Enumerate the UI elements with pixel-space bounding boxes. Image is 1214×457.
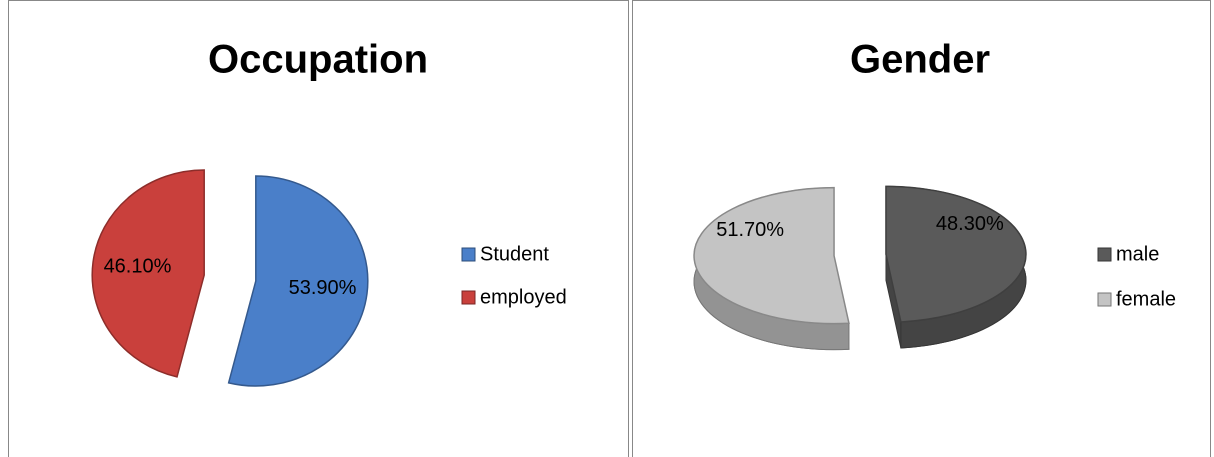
data-label: 48.30% xyxy=(936,213,1004,235)
slice xyxy=(227,175,369,387)
legend-label: Student xyxy=(480,243,549,265)
slice xyxy=(885,185,1027,323)
legend-label: employed xyxy=(480,286,567,308)
legend-label: female xyxy=(1116,288,1176,310)
chart-title: Gender xyxy=(850,38,990,82)
chart-title: Occupation xyxy=(208,38,428,82)
slice xyxy=(91,169,205,378)
legend-swatch xyxy=(1097,292,1112,307)
legend-label: male xyxy=(1116,243,1159,265)
legend-swatch xyxy=(461,290,476,305)
data-label: 53.90% xyxy=(289,277,357,299)
data-label: 46.10% xyxy=(104,256,172,278)
slice xyxy=(693,186,850,325)
data-label: 51.70% xyxy=(716,219,784,241)
legend-swatch xyxy=(1097,247,1112,262)
legend-swatch xyxy=(461,247,476,262)
